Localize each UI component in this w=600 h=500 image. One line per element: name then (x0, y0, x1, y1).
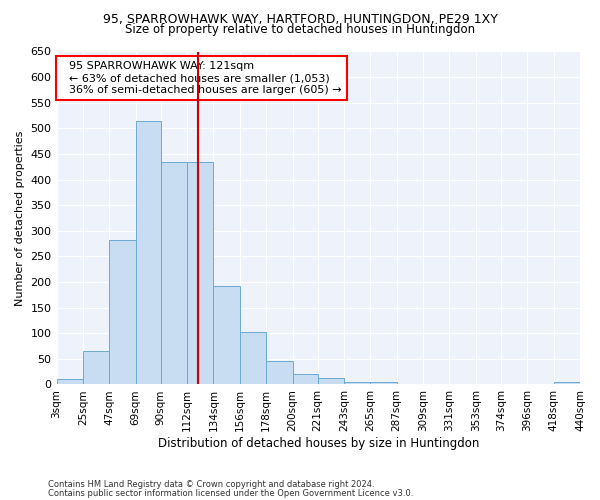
Bar (161, 162, 187, 384)
Text: Contains HM Land Registry data © Crown copyright and database right 2024.: Contains HM Land Registry data © Crown c… (48, 480, 374, 489)
Bar (56, 380, 83, 384)
Bar (214, 286, 240, 384)
Bar (109, 240, 136, 384)
Bar (344, 382, 370, 384)
Bar (293, 374, 317, 384)
X-axis label: Distribution of detached houses by size in Huntingdon: Distribution of detached houses by size … (158, 437, 479, 450)
Text: Contains public sector information licensed under the Open Government Licence v3: Contains public sector information licen… (48, 488, 413, 498)
Bar (187, 162, 214, 384)
Y-axis label: Number of detached properties: Number of detached properties (15, 130, 25, 306)
Text: Size of property relative to detached houses in Huntingdon: Size of property relative to detached ho… (125, 24, 475, 36)
Bar (554, 382, 580, 384)
Bar (266, 361, 293, 384)
Text: 95 SPARROWHAWK WAY: 121sqm
  ← 63% of detached houses are smaller (1,053)
  36% : 95 SPARROWHAWK WAY: 121sqm ← 63% of deta… (62, 62, 341, 94)
Bar (317, 378, 344, 384)
Bar (370, 382, 397, 384)
Bar (83, 351, 109, 384)
Text: 95, SPARROWHAWK WAY, HARTFORD, HUNTINGDON, PE29 1XY: 95, SPARROWHAWK WAY, HARTFORD, HUNTINGDO… (103, 12, 497, 26)
Bar (136, 120, 161, 384)
Bar (240, 332, 266, 384)
